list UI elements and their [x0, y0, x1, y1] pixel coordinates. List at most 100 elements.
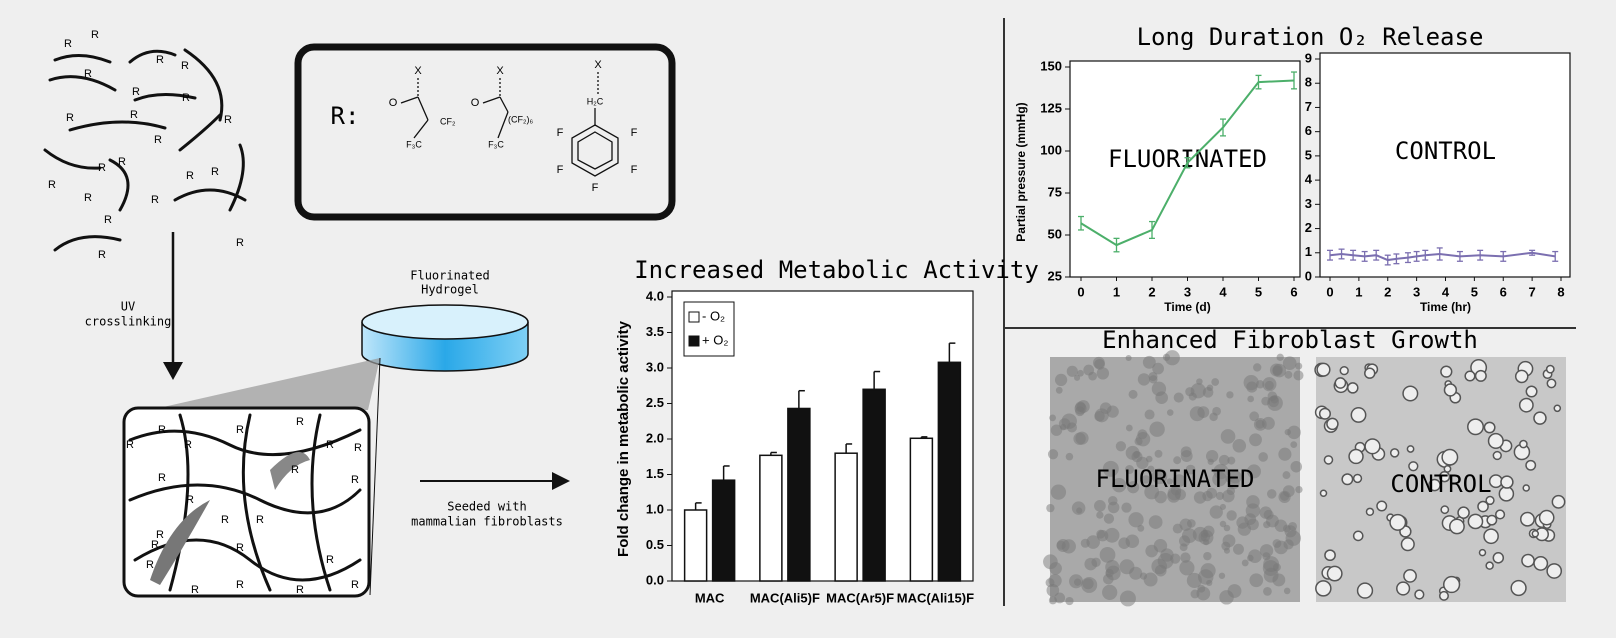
uv-label: UV [121, 300, 135, 314]
y-tick-label: 2.0 [646, 430, 664, 445]
cell [1200, 530, 1209, 538]
chem-structures [400, 72, 619, 177]
hydrogel-label: Fluorinated [410, 269, 489, 283]
x-tick-label: 1 [1355, 284, 1362, 299]
cell [1071, 501, 1086, 515]
legend-box [683, 301, 735, 357]
cell [1272, 363, 1287, 378]
cell [1226, 510, 1237, 521]
chem-label: F₃C [488, 139, 504, 149]
line [1329, 251, 1556, 262]
cell [1128, 512, 1144, 528]
cell [1442, 575, 1461, 594]
r-group-label: R [130, 109, 138, 121]
r-group-label: R [351, 579, 359, 591]
r-group-label: R [146, 559, 154, 571]
cell [1134, 437, 1143, 446]
cell [1264, 380, 1274, 390]
cell [1172, 523, 1183, 534]
cell [1249, 411, 1260, 422]
cell [1483, 421, 1496, 434]
r-group-label: R [91, 29, 99, 41]
cell [1142, 355, 1156, 369]
r-group-label: R [236, 579, 244, 591]
cell [1253, 363, 1262, 372]
r-group-label: R [84, 192, 92, 204]
r-group-label: R [256, 514, 264, 526]
cell [1449, 518, 1465, 535]
cell [1316, 362, 1331, 377]
r-group-label: R [104, 214, 112, 226]
r-group-label: R [118, 156, 126, 168]
uv-label: crosslinking [85, 315, 172, 329]
cell [1218, 572, 1226, 579]
cell [1086, 535, 1100, 549]
cell [1143, 572, 1158, 587]
y-tick-label: 6 [1305, 123, 1312, 138]
cell [1495, 509, 1506, 520]
cell [1190, 589, 1200, 599]
cell [1284, 370, 1293, 379]
cell [1188, 392, 1197, 401]
cell [1263, 586, 1272, 596]
cell [1278, 490, 1291, 504]
cell [1197, 406, 1210, 419]
cell [1128, 389, 1138, 399]
r-group-label: R [154, 134, 162, 146]
cell [1243, 375, 1259, 391]
cell [1164, 350, 1180, 366]
cell [1118, 537, 1130, 549]
r-group-label: R [296, 584, 304, 596]
cell [1339, 365, 1349, 376]
cell [1492, 450, 1502, 461]
cell [1438, 471, 1451, 483]
cell [1485, 495, 1495, 506]
cell [1205, 449, 1219, 463]
cell [1247, 464, 1261, 479]
r-group-label: R [181, 60, 189, 72]
cell [1525, 459, 1537, 471]
cell [1094, 499, 1106, 512]
cell [1474, 369, 1487, 382]
cell [1162, 353, 1171, 361]
chem-label: F [557, 127, 564, 139]
r-group-label: R [296, 416, 304, 428]
cell [1519, 511, 1535, 527]
cell [1514, 369, 1529, 384]
chem-label: (CF₂)₆ [508, 114, 533, 124]
zoom-line [369, 357, 381, 596]
chem-label: F [631, 164, 638, 176]
cell [1198, 569, 1214, 585]
r-group-label: R [326, 439, 334, 451]
cell [1249, 573, 1264, 588]
x-tick-label: MAC [695, 590, 725, 605]
cell [1196, 586, 1211, 601]
cell [1080, 538, 1090, 548]
cell [1105, 565, 1121, 581]
cell [1133, 450, 1141, 459]
r-group-label: R [221, 514, 229, 526]
bar [834, 452, 858, 582]
bar [862, 388, 886, 582]
cell [1402, 385, 1419, 402]
cell [1233, 543, 1244, 555]
cell [1273, 563, 1281, 572]
cell [1092, 356, 1105, 369]
cell [1486, 514, 1498, 526]
cell [1440, 365, 1453, 378]
cell [1389, 448, 1400, 458]
cell [1137, 373, 1151, 386]
cell [1341, 473, 1354, 486]
x-tick-label: 2 [1384, 284, 1391, 299]
cell [1282, 356, 1297, 370]
cell [1054, 592, 1066, 604]
bar [683, 509, 708, 582]
photo-label: CONTROL [1390, 470, 1491, 498]
r-group-label: R [158, 424, 166, 436]
cell [1196, 378, 1203, 385]
cell [1220, 429, 1236, 444]
cell [1099, 546, 1116, 563]
y-tick-label: 7 [1305, 99, 1312, 114]
cell [1261, 396, 1271, 406]
